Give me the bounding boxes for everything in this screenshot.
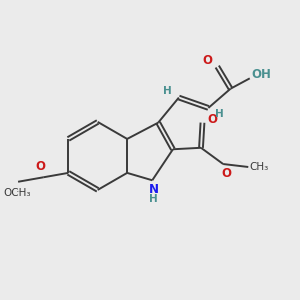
Text: OCH₃: OCH₃ — [4, 188, 31, 198]
Text: O: O — [207, 112, 217, 126]
Text: O: O — [203, 53, 213, 67]
Text: H: H — [163, 86, 172, 96]
Text: CH₃: CH₃ — [250, 162, 269, 172]
Text: N: N — [149, 183, 159, 196]
Text: methoxy: methoxy — [16, 191, 23, 192]
Text: O: O — [221, 167, 231, 180]
Text: H: H — [149, 194, 158, 204]
Text: OH: OH — [251, 68, 271, 81]
Text: H: H — [215, 110, 224, 119]
Text: O: O — [36, 160, 46, 173]
